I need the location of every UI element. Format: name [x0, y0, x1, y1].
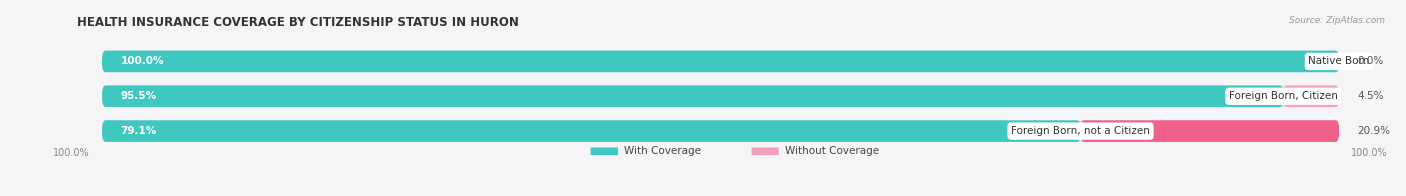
Text: HEALTH INSURANCE COVERAGE BY CITIZENSHIP STATUS IN HURON: HEALTH INSURANCE COVERAGE BY CITIZENSHIP… [77, 16, 519, 29]
Text: With Coverage: With Coverage [624, 146, 702, 156]
FancyBboxPatch shape [103, 51, 1339, 72]
Text: 100.0%: 100.0% [121, 56, 165, 66]
FancyBboxPatch shape [751, 147, 779, 155]
FancyBboxPatch shape [103, 120, 1339, 142]
Text: 100.0%: 100.0% [53, 148, 90, 158]
Text: 95.5%: 95.5% [121, 91, 156, 101]
Text: 100.0%: 100.0% [1351, 148, 1388, 158]
FancyBboxPatch shape [103, 51, 1339, 72]
Text: 79.1%: 79.1% [121, 126, 157, 136]
FancyBboxPatch shape [103, 85, 1339, 107]
Text: 0.0%: 0.0% [1358, 56, 1384, 66]
FancyBboxPatch shape [103, 120, 1081, 142]
FancyBboxPatch shape [103, 85, 1284, 107]
FancyBboxPatch shape [1081, 120, 1339, 142]
Text: Source: ZipAtlas.com: Source: ZipAtlas.com [1289, 16, 1385, 25]
FancyBboxPatch shape [1284, 85, 1339, 107]
Text: 20.9%: 20.9% [1358, 126, 1391, 136]
Text: Without Coverage: Without Coverage [785, 146, 879, 156]
Text: Native Born: Native Born [1309, 56, 1369, 66]
Text: 4.5%: 4.5% [1358, 91, 1384, 101]
FancyBboxPatch shape [591, 147, 617, 155]
Text: Foreign Born, not a Citizen: Foreign Born, not a Citizen [1011, 126, 1150, 136]
Text: Foreign Born, Citizen: Foreign Born, Citizen [1229, 91, 1339, 101]
